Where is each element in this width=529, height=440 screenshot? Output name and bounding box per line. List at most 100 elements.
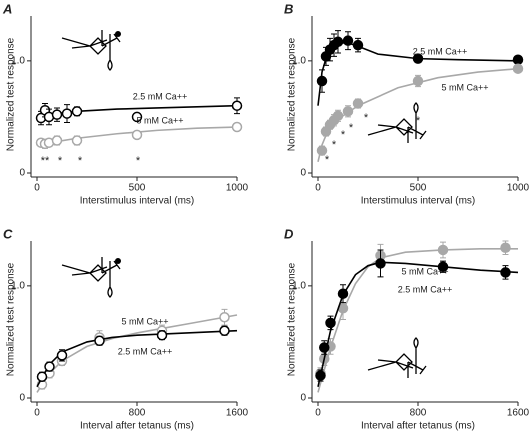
y-tick-label: 0	[19, 393, 25, 404]
x-tick-label: 0	[315, 408, 321, 419]
data-point	[71, 135, 83, 146]
x-tick-label: 800	[410, 408, 427, 419]
y-axis-label: Normalized test response	[6, 262, 17, 376]
electrode-tip	[115, 31, 121, 37]
axes	[311, 16, 518, 178]
x-tick-label: 0	[34, 183, 40, 194]
data-point	[375, 258, 386, 269]
y-axis-label: Normalized test response	[287, 262, 298, 376]
significance-mark: *	[325, 154, 330, 166]
significance-mark: *	[416, 115, 421, 127]
x-tick-label: 1600	[507, 408, 529, 419]
axes	[311, 241, 518, 403]
y-tick-label: 1.0	[292, 55, 306, 66]
data-point	[437, 261, 449, 273]
y-tick-label: 0	[19, 168, 25, 179]
data-point	[61, 108, 73, 119]
x-tick-label: 0	[315, 183, 321, 194]
data-point	[71, 106, 83, 117]
cell-diagram	[367, 102, 427, 143]
data-point	[412, 53, 424, 64]
cell-diagram	[367, 337, 427, 378]
data-point	[352, 98, 364, 109]
data-point	[51, 109, 63, 120]
x-tick-label: 1600	[226, 408, 249, 419]
significance-mark: *	[332, 139, 337, 151]
x-axis-label: Interval after tetanus (ms)	[361, 421, 475, 432]
data-point	[131, 111, 143, 123]
data-point	[412, 75, 424, 87]
x-tick-label: 0	[34, 408, 40, 419]
y-tick-label: 1.0	[11, 280, 25, 291]
fit-curve	[317, 248, 518, 393]
data-point	[325, 317, 336, 329]
data-point	[512, 54, 524, 65]
significance-mark: *	[58, 155, 63, 167]
series-label: 5 mM Ca++	[401, 266, 448, 276]
data-point	[231, 121, 243, 133]
data-point	[219, 325, 230, 336]
panel-label: A	[2, 1, 12, 16]
data-point	[131, 129, 143, 141]
x-axis-label: Interstimulus interval (ms)	[361, 196, 475, 207]
cell-diagram	[61, 30, 121, 71]
data-point	[56, 350, 68, 361]
series-label: 5 mM Ca++	[136, 115, 183, 125]
x-tick-label: 1000	[226, 183, 249, 194]
data-point	[36, 371, 48, 382]
y-tick-label: 1.0	[292, 280, 306, 291]
axes	[30, 16, 237, 178]
fit-curve	[36, 329, 238, 388]
data-point	[342, 106, 354, 117]
x-axis-label: Interval after tetanus (ms)	[80, 421, 194, 432]
data-point	[231, 100, 243, 111]
series-label: 2.5 mM Ca++	[133, 91, 188, 101]
series-label: 5 mM Ca++	[121, 316, 168, 326]
data-point	[332, 36, 344, 48]
panel-label: D	[284, 226, 294, 241]
fit-curve	[317, 261, 519, 387]
data-point	[500, 242, 511, 253]
data-point	[337, 288, 349, 299]
y-tick-label: 0	[300, 168, 306, 179]
data-point	[342, 35, 354, 46]
data-point	[352, 39, 364, 51]
significance-mark: *	[136, 155, 141, 167]
data-point	[94, 335, 105, 347]
data-point	[316, 145, 328, 156]
data-point	[51, 135, 63, 146]
significance-mark: *	[349, 122, 354, 134]
x-axis-label: Interstimulus interval (ms)	[80, 196, 194, 207]
data-point	[156, 329, 168, 341]
series-label: 5 mM Ca++	[441, 82, 488, 92]
cell-diagram	[61, 257, 121, 298]
significance-mark: *	[78, 155, 83, 167]
data-point	[500, 267, 511, 278]
series-label: 2.5 mM Ca++	[413, 46, 468, 56]
significance-mark: **	[41, 155, 50, 167]
data-point	[332, 110, 344, 122]
x-tick-label: 1000	[507, 183, 529, 194]
y-tick-label: 0	[300, 393, 306, 404]
y-tick-label: 1.0	[11, 55, 25, 66]
y-axis-label: Normalized test response	[287, 37, 298, 151]
x-tick-label: 500	[410, 183, 427, 194]
data-point	[315, 370, 326, 381]
panel-label: B	[284, 1, 293, 16]
electrode-tip	[115, 258, 121, 264]
significance-mark: *	[364, 112, 369, 124]
data-point	[316, 75, 328, 87]
data-point	[319, 342, 330, 353]
panel-label: C	[3, 226, 13, 241]
data-point	[437, 244, 449, 256]
x-tick-label: 800	[129, 408, 146, 419]
significance-mark: *	[341, 129, 346, 141]
series-label: 2.5 mM Ca++	[398, 284, 453, 294]
series-label: 2.5 mM Ca++	[118, 346, 173, 356]
data-point	[44, 361, 55, 372]
axes	[30, 241, 237, 403]
data-point	[512, 63, 524, 74]
y-axis-label: Normalized test response	[6, 37, 17, 151]
x-tick-label: 500	[129, 183, 146, 194]
data-point	[219, 312, 230, 323]
